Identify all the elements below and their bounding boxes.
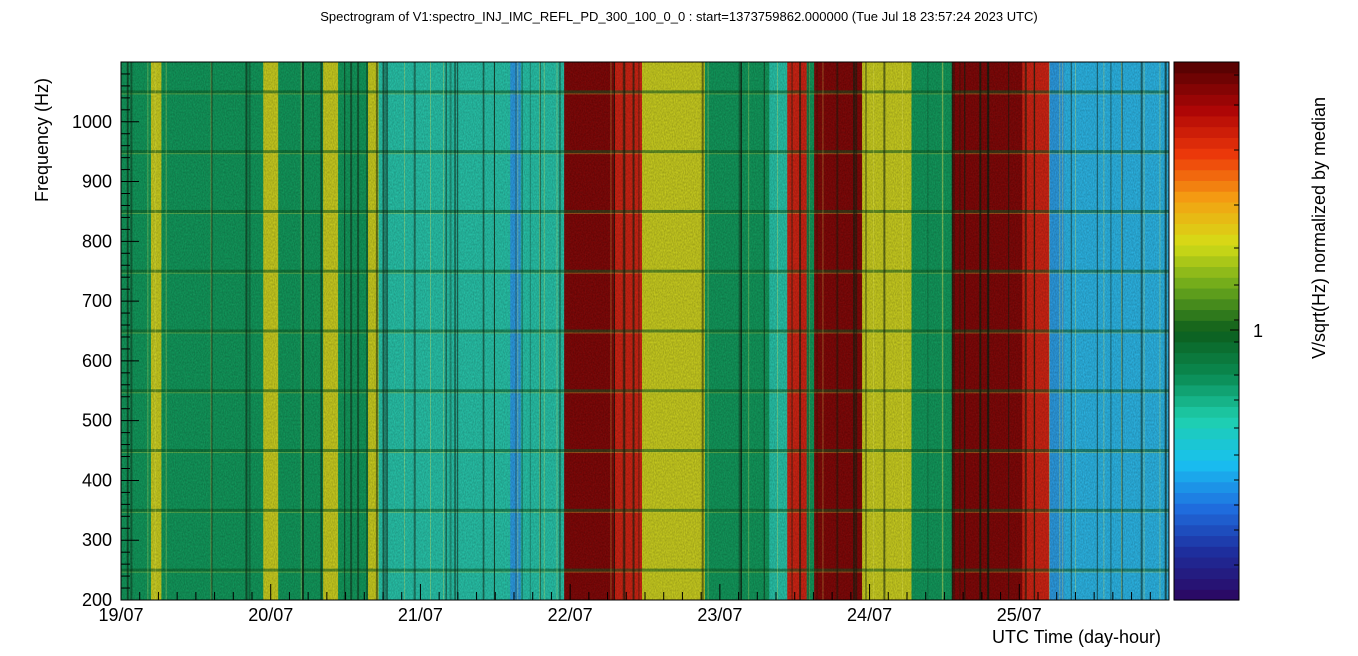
colorbar-band (1174, 589, 1239, 601)
colorbar-band (1174, 352, 1239, 364)
colorbar-band (1174, 137, 1239, 149)
colorbar-band (1174, 115, 1239, 128)
x-tick-label: 24/07 (847, 605, 892, 625)
y-tick-label: 800 (82, 231, 112, 251)
colorbar-band (1174, 438, 1239, 450)
colorbar-band (1174, 212, 1239, 224)
colorbar (1174, 62, 1239, 601)
colorbar-band (1174, 277, 1239, 289)
colorbar-band (1174, 266, 1239, 278)
colorbar-band (1174, 567, 1239, 580)
colorbar-band (1174, 524, 1239, 537)
colorbar-band (1174, 298, 1239, 311)
colorbar-band (1174, 363, 1239, 375)
colorbar-band (1174, 513, 1239, 526)
colorbar-band (1174, 62, 1239, 74)
colorbar-band (1174, 320, 1239, 332)
colorbar-band (1174, 331, 1239, 343)
colorbar-band (1174, 481, 1239, 493)
y-tick-label: 1000 (72, 112, 112, 132)
colorbar-band (1174, 460, 1239, 472)
colorbar-band (1174, 427, 1239, 440)
colorbar-band (1174, 309, 1239, 321)
x-tick-label: 25/07 (997, 605, 1042, 625)
spectrogram-plot-area (121, 62, 1169, 600)
x-tick-label: 20/07 (248, 605, 293, 625)
y-tick-label: 900 (82, 172, 112, 192)
x-axis-title: UTC Time (day-hour) (992, 627, 1161, 647)
colorbar-band (1174, 255, 1239, 268)
colorbar-tick-label: 1 (1253, 321, 1263, 341)
colorbar-band (1174, 341, 1239, 354)
colorbar-band (1174, 546, 1239, 558)
colorbar-band (1174, 223, 1239, 235)
colorbar-band (1174, 395, 1239, 407)
colorbar-band (1174, 148, 1239, 160)
colorbar-band (1174, 158, 1239, 171)
colorbar-band (1174, 191, 1239, 203)
colorbar-band (1174, 374, 1239, 386)
colorbar-band (1174, 556, 1239, 569)
colorbar-band (1174, 287, 1239, 300)
colorbar-band (1174, 201, 1239, 214)
spectrogram-noise-highlight (121, 62, 1169, 600)
y-tick-label: 200 (82, 590, 112, 610)
y-tick-label: 700 (82, 291, 112, 311)
colorbar-band (1174, 578, 1239, 590)
colorbar-band (1174, 449, 1239, 461)
x-tick-label: 23/07 (697, 605, 742, 625)
colorbar-band (1174, 492, 1239, 504)
y-tick-label: 400 (82, 470, 112, 490)
x-tick-label: 22/07 (548, 605, 593, 625)
y-axis-title: Frequency (Hz) (32, 78, 52, 202)
colorbar-band (1174, 384, 1239, 397)
colorbar-band (1174, 105, 1239, 117)
colorbar-band (1174, 417, 1239, 429)
x-axis: 19/07 20/07 21/07 22/07 23/07 24/07 25/07 (98, 584, 1170, 625)
colorbar-band (1174, 234, 1239, 246)
colorbar-band (1174, 83, 1239, 95)
chart-title: Spectrogram of V1:spectro_INJ_IMC_REFL_P… (320, 9, 1038, 24)
y-tick-label: 500 (82, 411, 112, 431)
colorbar-band (1174, 244, 1239, 257)
y-tick-label: 300 (82, 530, 112, 550)
colorbar-band (1174, 470, 1239, 483)
colorbar-band (1174, 535, 1239, 547)
colorbar-frame (1173, 61, 1240, 601)
colorbar-band (1174, 126, 1239, 138)
colorbar-title: V/sqrt(Hz) normalized by median (1309, 97, 1329, 359)
colorbar-band (1174, 503, 1239, 515)
colorbar-band (1174, 169, 1239, 181)
colorbar-band (1174, 72, 1239, 85)
colorbar-band (1174, 406, 1239, 418)
colorbar-band (1174, 94, 1239, 106)
x-tick-label: 19/07 (98, 605, 143, 625)
colorbar-band (1174, 180, 1239, 192)
y-tick-label: 600 (82, 351, 112, 371)
x-tick-label: 21/07 (398, 605, 443, 625)
y-axis: 200 300 400 500 600 700 800 900 1000 (72, 61, 139, 610)
